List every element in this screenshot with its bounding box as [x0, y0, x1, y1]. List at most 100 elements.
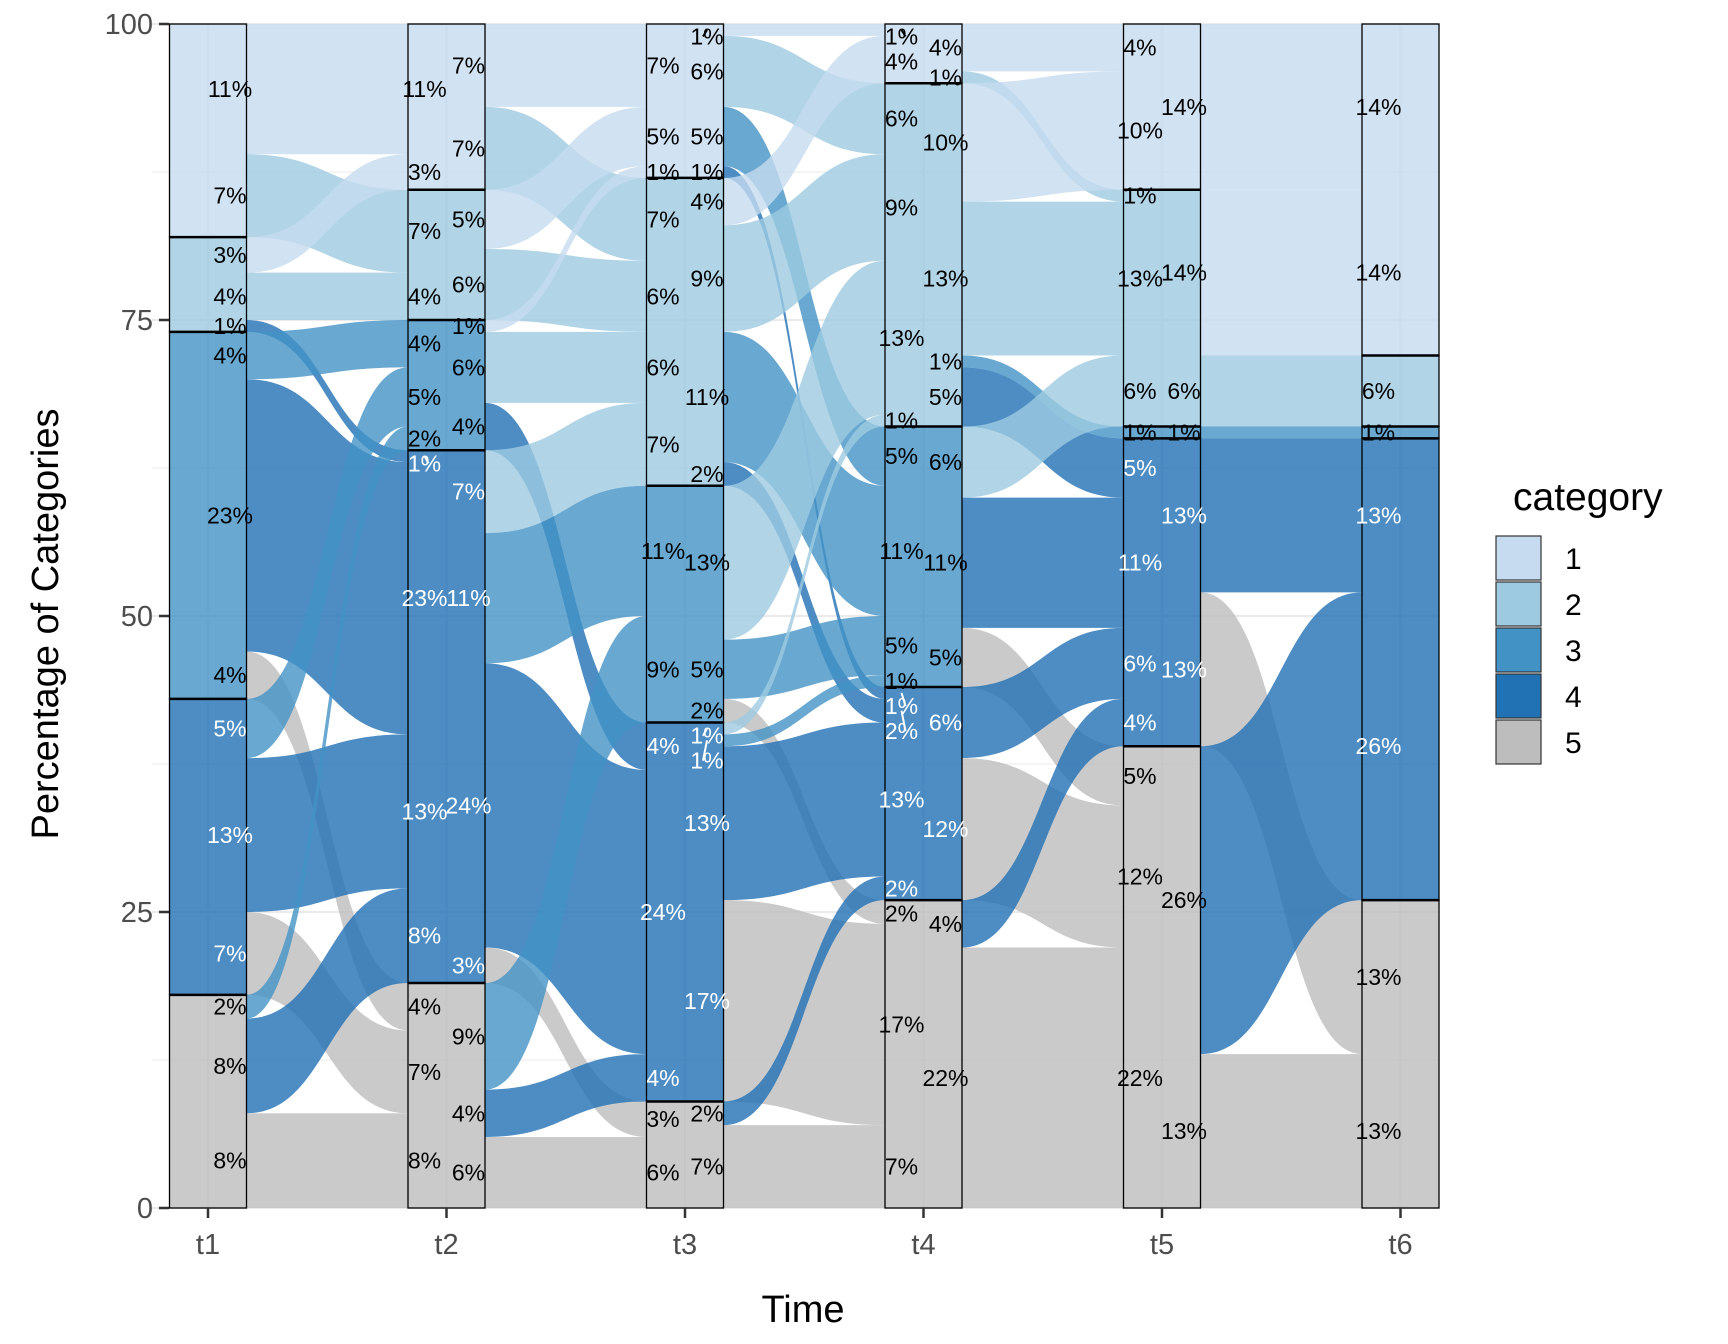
- legend-label-1: 1: [1565, 543, 1582, 576]
- flow-band: [1200, 592, 1362, 1055]
- flow-band: [485, 106, 647, 249]
- flow-band: [485, 24, 647, 107]
- flow-band: [723, 414, 885, 735]
- flow-label-in: 6%: [1123, 378, 1156, 404]
- legend-key-3: [1495, 627, 1542, 673]
- flow-label-out: 13%: [1161, 656, 1207, 682]
- stratum-t1-cat2: [168, 236, 248, 333]
- stratum-t4-cat5: [884, 899, 963, 1209]
- flow-label-out: 4%: [213, 662, 246, 688]
- flow-band: [246, 24, 408, 155]
- flow-label-out: 3%: [452, 952, 485, 978]
- label-leader-line: [900, 29, 907, 38]
- flow-label-out: 13%: [1161, 1118, 1207, 1144]
- flow-band: [246, 154, 408, 273]
- flow-label-in: 1%: [1362, 419, 1395, 445]
- flow-label-out: 5%: [929, 644, 962, 670]
- x-tick-label: t4: [911, 1229, 935, 1261]
- flow-label-in: 1%: [408, 450, 441, 476]
- stratum-t1-cat4: [168, 698, 248, 996]
- flow-label-out: 6%: [1167, 378, 1200, 404]
- axes: 0 25 50 75 100 t1 t2 t3 t4 t5 t6: [105, 9, 1413, 1261]
- y-tick-label: 0: [137, 1193, 153, 1225]
- flow-label-in: 3%: [646, 1106, 679, 1132]
- flow-band: [1200, 24, 1362, 190]
- flow-band: [1200, 438, 1362, 593]
- flow-label-in: 13%: [1355, 502, 1401, 528]
- flow-label-out: 23%: [207, 502, 253, 528]
- flow-band: [723, 35, 885, 155]
- flow-label-out: 4%: [452, 414, 485, 440]
- flow-band: [962, 355, 1124, 498]
- flow-label-out: 4%: [929, 911, 962, 937]
- x-tick-label: t1: [196, 1229, 220, 1261]
- y-tick-label: 50: [121, 601, 153, 633]
- legend-label-3: 3: [1565, 635, 1582, 668]
- flow-label-in: 5%: [885, 633, 918, 659]
- flow-label-out: 5%: [929, 384, 962, 410]
- flow-band: [962, 947, 1124, 1208]
- legend-key-2: [1495, 581, 1542, 627]
- stratum-t1-cat5: [168, 994, 248, 1209]
- flow-label-out: 2%: [690, 698, 723, 724]
- flow-label-in: 4%: [1123, 35, 1156, 61]
- flow-band: [962, 627, 1124, 759]
- flow-label-in: 5%: [1123, 455, 1156, 481]
- flow-label-out: 11%: [446, 585, 490, 611]
- y-tick-label: 75: [121, 305, 153, 337]
- strata: [168, 23, 1440, 1209]
- stratum-t4-cat1: [884, 23, 963, 84]
- flow-label-out: 7%: [452, 52, 485, 78]
- flow-label-out: 5%: [213, 715, 246, 741]
- flow-band: [723, 1125, 885, 1208]
- flow-label-in: 4%: [646, 733, 679, 759]
- flow-band: [246, 1113, 408, 1208]
- flow-band: [485, 331, 647, 403]
- flow-band: [485, 1136, 647, 1208]
- flow-band: [485, 485, 647, 664]
- flow-label-in: 5%: [408, 384, 441, 410]
- flow-band: [962, 698, 1124, 948]
- legend-key-4: [1495, 673, 1542, 719]
- flow-band: [962, 24, 1124, 72]
- flow-band: [246, 272, 408, 320]
- flow-label-in: 1%: [885, 408, 918, 434]
- flow-band: [723, 154, 885, 332]
- flow-label-out: 7%: [690, 1154, 723, 1180]
- flow-label-in: 1%: [1123, 419, 1156, 445]
- flow-label-in: 14%: [1355, 94, 1401, 120]
- flow-label-in: 4%: [408, 283, 441, 309]
- flow-label-out: 5%: [690, 656, 723, 682]
- flow-band: [962, 71, 1124, 202]
- flow-label-in: 2%: [885, 718, 918, 744]
- label-leader-line: [423, 455, 430, 464]
- label-leader-line: [702, 727, 708, 737]
- legend-key-1: [1495, 535, 1542, 581]
- flow-label-out: 6%: [929, 710, 962, 736]
- flow-label-in: 11%: [641, 538, 685, 564]
- flow-label-out: 6%: [690, 58, 723, 84]
- flow-band: [723, 462, 885, 723]
- flow-band: [246, 426, 408, 1019]
- flow-label-in: 13%: [1355, 1118, 1401, 1144]
- stratum-t6-cat5: [1361, 899, 1440, 1209]
- stratum-t5-cat2: [1122, 189, 1202, 428]
- flow-label-out: 10%: [922, 129, 968, 155]
- flow-label-in: 7%: [408, 1059, 441, 1085]
- flow-label-out: 22%: [922, 1065, 968, 1091]
- flow-label-out: 9%: [452, 1023, 485, 1049]
- flow-band: [485, 616, 647, 1090]
- flow-label-in: 8%: [408, 1148, 441, 1174]
- flow-label-out: 5%: [452, 206, 485, 232]
- flow-label-out: 6%: [452, 1159, 485, 1185]
- flow-label-in: 10%: [1117, 118, 1163, 144]
- flow-label-in: 11%: [402, 76, 446, 102]
- stratum-t2-cat5: [407, 982, 486, 1209]
- flow-label-in: 11%: [1118, 550, 1162, 576]
- stratum-t5-cat1: [1122, 23, 1202, 191]
- flow-label-in: 1%: [885, 693, 918, 719]
- flow-label-in: 12%: [1117, 863, 1163, 889]
- x-tick-label: t2: [434, 1229, 458, 1261]
- flow-label-out: 9%: [690, 266, 723, 292]
- flow-band: [723, 876, 885, 1126]
